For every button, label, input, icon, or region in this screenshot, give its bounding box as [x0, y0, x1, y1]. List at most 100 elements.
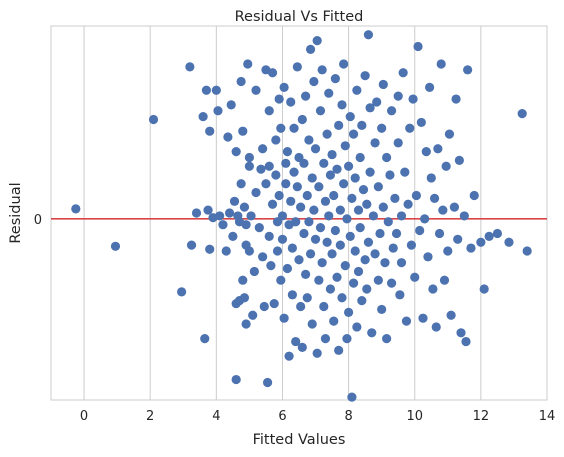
data-point [365, 103, 375, 113]
data-point [243, 59, 253, 69]
data-point [353, 205, 364, 215]
plot-area [50, 25, 548, 401]
data-point [377, 123, 387, 133]
data-point [375, 228, 385, 239]
data-point [400, 167, 410, 177]
data-point [241, 220, 251, 230]
y-tick-labels: 0 [34, 213, 42, 228]
data-point [251, 85, 261, 95]
data-point [373, 182, 383, 192]
data-point [383, 217, 393, 227]
data-point [446, 310, 456, 320]
x-tick-labels: 0 2 4 6 8 10 12 14 [80, 409, 555, 424]
data-point [342, 214, 352, 224]
data-point [429, 193, 440, 203]
data-point [403, 199, 413, 209]
data-point [330, 73, 340, 84]
data-point [258, 252, 268, 262]
data-point [386, 278, 397, 288]
data-point [320, 196, 331, 206]
data-point [476, 237, 486, 247]
data-point [279, 82, 289, 92]
data-point [434, 228, 445, 239]
data-point [360, 71, 370, 81]
data-point [378, 202, 388, 212]
data-point [378, 79, 388, 90]
data-point [302, 293, 312, 303]
data-point [367, 328, 377, 338]
data-point [357, 120, 367, 130]
data-point [344, 161, 354, 171]
data-point [423, 252, 433, 262]
data-point [431, 322, 441, 332]
data-point [339, 179, 349, 189]
data-point [347, 193, 357, 203]
data-point [312, 36, 322, 46]
data-point [236, 179, 246, 189]
data-point [223, 132, 233, 142]
data-point [200, 334, 210, 344]
data-point [292, 182, 302, 192]
data-point [426, 173, 436, 183]
data-point [241, 319, 251, 329]
data-point [358, 185, 369, 195]
data-point [327, 149, 337, 160]
data-point [314, 182, 324, 192]
data-point [315, 223, 326, 233]
data-point [330, 225, 340, 236]
data-point [418, 313, 428, 323]
data-point [312, 348, 322, 358]
data-point [274, 94, 284, 104]
data-point [231, 374, 241, 385]
data-point [239, 293, 250, 303]
data-point [310, 144, 321, 154]
data-point [305, 249, 316, 259]
data-point [386, 106, 397, 116]
data-point [317, 65, 327, 75]
data-point [304, 217, 314, 227]
data-point [380, 258, 390, 268]
data-point [282, 263, 293, 274]
data-point [466, 243, 476, 253]
data-point [390, 193, 400, 203]
data-point [229, 196, 240, 206]
data-points [71, 30, 532, 402]
data-point [211, 85, 221, 95]
data-point [296, 301, 306, 312]
data-point [396, 211, 407, 221]
data-point [201, 85, 212, 95]
data-point [382, 334, 392, 344]
data-point [444, 129, 455, 139]
data-point [239, 202, 250, 212]
data-point [355, 223, 365, 233]
data-point [297, 114, 307, 125]
data-point [425, 82, 435, 92]
data-point [398, 68, 408, 78]
data-point [319, 158, 329, 168]
data-point [254, 223, 264, 233]
data-point [276, 275, 286, 285]
data-point [350, 246, 360, 256]
data-point [370, 138, 380, 148]
data-point [287, 290, 297, 300]
data-point [454, 155, 464, 166]
data-point [231, 147, 241, 157]
data-point [262, 377, 273, 388]
data-point [332, 164, 342, 174]
data-point [461, 336, 471, 347]
data-point [320, 334, 331, 344]
data-point [479, 284, 489, 294]
data-point [463, 65, 473, 75]
data-point [291, 217, 301, 227]
data-point [433, 144, 443, 154]
data-point [388, 243, 398, 253]
data-point [329, 316, 339, 326]
x-axis-label: Fitted Values [253, 432, 346, 448]
data-point [248, 310, 258, 320]
data-point [267, 68, 278, 78]
data-point [415, 225, 425, 236]
data-point [368, 211, 378, 221]
data-point [205, 244, 215, 254]
data-point [277, 211, 288, 221]
